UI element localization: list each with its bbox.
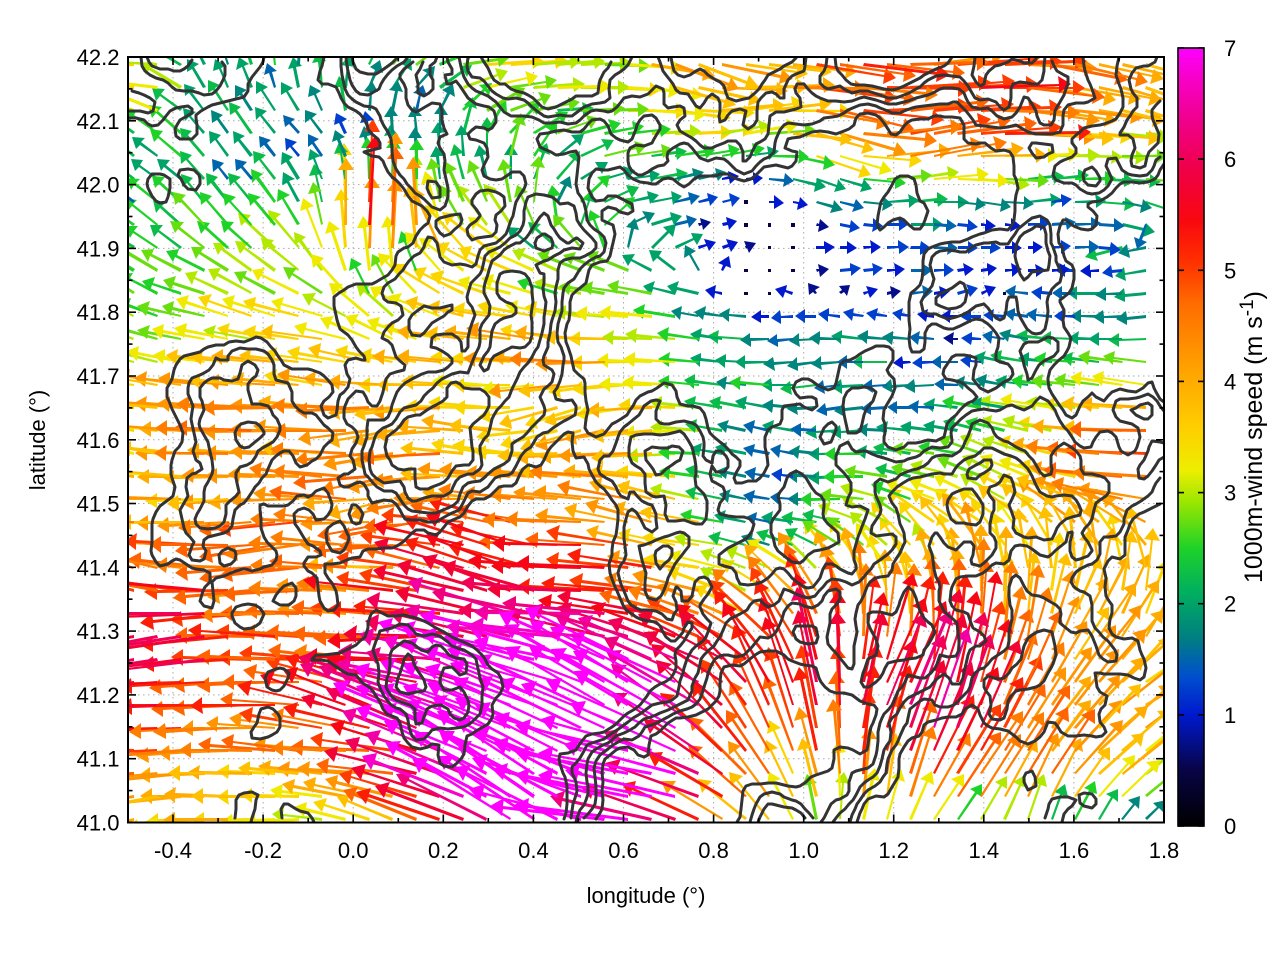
svg-text:42.0: 42.0: [77, 173, 120, 198]
svg-text:6: 6: [1224, 147, 1236, 172]
svg-text:1.4: 1.4: [969, 838, 1000, 863]
svg-text:0.6: 0.6: [608, 838, 639, 863]
svg-text:5: 5: [1224, 258, 1236, 283]
svg-text:2: 2: [1224, 592, 1236, 617]
svg-text:0.0: 0.0: [338, 838, 369, 863]
svg-text:1.0: 1.0: [788, 838, 819, 863]
svg-text:41.8: 41.8: [77, 300, 120, 325]
svg-text:1.2: 1.2: [878, 838, 909, 863]
svg-text:1.8: 1.8: [1149, 838, 1180, 863]
svg-text:longitude (°): longitude (°): [587, 883, 706, 908]
svg-text:41.4: 41.4: [77, 555, 120, 580]
svg-text:42.2: 42.2: [77, 45, 120, 70]
svg-text:41.7: 41.7: [77, 364, 120, 389]
svg-text:7: 7: [1224, 36, 1236, 61]
svg-text:0.4: 0.4: [518, 838, 549, 863]
svg-text:42.1: 42.1: [77, 109, 120, 134]
svg-text:1.6: 1.6: [1059, 838, 1090, 863]
svg-text:41.1: 41.1: [77, 747, 120, 772]
svg-text:41.9: 41.9: [77, 236, 120, 261]
svg-text:41.5: 41.5: [77, 492, 120, 517]
svg-text:0.8: 0.8: [698, 838, 729, 863]
svg-text:41.2: 41.2: [77, 683, 120, 708]
svg-text:1: 1: [1224, 703, 1236, 728]
svg-text:0: 0: [1224, 814, 1236, 839]
svg-text:4: 4: [1224, 369, 1236, 394]
svg-text:41.3: 41.3: [77, 619, 120, 644]
svg-text:3: 3: [1224, 481, 1236, 506]
svg-text:0.2: 0.2: [428, 838, 459, 863]
svg-text:latitude (°): latitude (°): [25, 390, 50, 491]
svg-text:-0.4: -0.4: [154, 838, 192, 863]
svg-text:1000m-wind speed (m s-1): 1000m-wind speed (m s-1): [1237, 291, 1268, 583]
svg-text:41.6: 41.6: [77, 428, 120, 453]
svg-text:-0.2: -0.2: [244, 838, 282, 863]
svg-text:41.0: 41.0: [77, 811, 120, 836]
